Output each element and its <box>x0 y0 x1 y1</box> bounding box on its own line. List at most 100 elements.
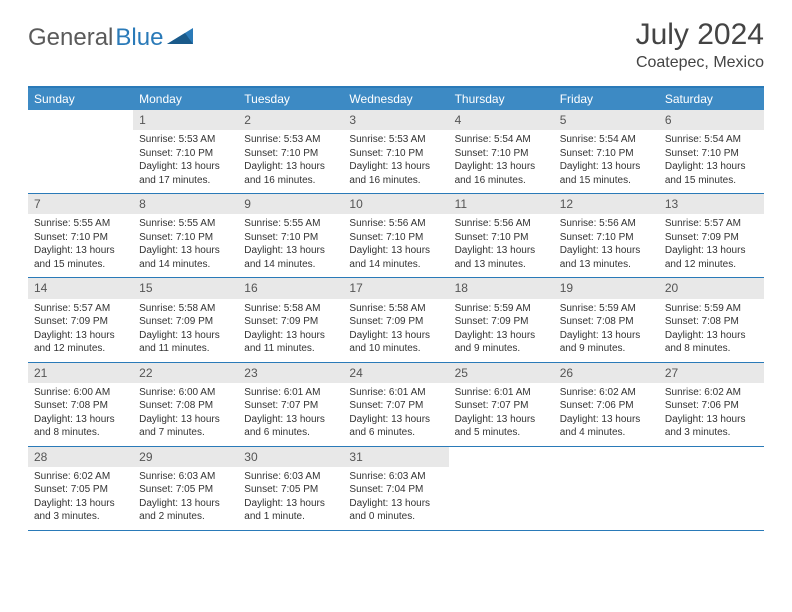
day-info-line: Sunset: 7:09 PM <box>139 315 232 329</box>
day-info-line: Sunrise: 6:01 AM <box>349 386 442 400</box>
day-number: 26 <box>554 363 659 383</box>
day-cell: 14Sunrise: 5:57 AMSunset: 7:09 PMDayligh… <box>28 278 133 361</box>
day-header: Saturday <box>659 88 764 110</box>
day-info: Sunrise: 6:01 AMSunset: 7:07 PMDaylight:… <box>449 386 554 440</box>
day-info-line: Daylight: 13 hours <box>139 497 232 511</box>
day-info-line: Sunset: 7:06 PM <box>560 399 653 413</box>
day-info-line: Sunrise: 6:02 AM <box>665 386 758 400</box>
day-info-line: and 15 minutes. <box>560 174 653 188</box>
day-info-line: Daylight: 13 hours <box>34 244 127 258</box>
day-info-line: Daylight: 13 hours <box>244 497 337 511</box>
day-info: Sunrise: 6:03 AMSunset: 7:05 PMDaylight:… <box>133 470 238 524</box>
day-info-line: Sunrise: 6:01 AM <box>455 386 548 400</box>
day-cell: 23Sunrise: 6:01 AMSunset: 7:07 PMDayligh… <box>238 363 343 446</box>
day-info-line: Sunset: 7:09 PM <box>665 231 758 245</box>
day-cell: 17Sunrise: 5:58 AMSunset: 7:09 PMDayligh… <box>343 278 448 361</box>
day-info-line: and 14 minutes. <box>244 258 337 272</box>
day-cell: 20Sunrise: 5:59 AMSunset: 7:08 PMDayligh… <box>659 278 764 361</box>
day-info-line: Daylight: 13 hours <box>34 413 127 427</box>
day-info-line: and 11 minutes. <box>139 342 232 356</box>
day-info-line: Daylight: 13 hours <box>665 329 758 343</box>
day-info-line: Sunset: 7:08 PM <box>560 315 653 329</box>
day-info: Sunrise: 5:53 AMSunset: 7:10 PMDaylight:… <box>133 133 238 187</box>
day-cell: 16 Sunrise: 5:58 AMSunset: 7:09 PMDayligh… <box>238 278 343 361</box>
day-info-line: Sunrise: 6:00 AM <box>34 386 127 400</box>
day-cell: 6Sunrise: 5:54 AMSunset: 7:10 PMDaylight… <box>659 110 764 193</box>
day-cell: 31Sunrise: 6:03 AMSunset: 7:04 PMDayligh… <box>343 447 448 530</box>
day-number <box>449 447 554 467</box>
day-info-line: Sunrise: 5:53 AM <box>244 133 337 147</box>
day-info-line: Sunset: 7:09 PM <box>455 315 548 329</box>
day-cell: 1Sunrise: 5:53 AMSunset: 7:10 PMDaylight… <box>133 110 238 193</box>
day-info-line: Daylight: 13 hours <box>455 413 548 427</box>
day-cell: 22Sunrise: 6:00 AMSunset: 7:08 PMDayligh… <box>133 363 238 446</box>
day-info-line: Sunrise: 5:56 AM <box>560 217 653 231</box>
day-info-line: Daylight: 13 hours <box>455 244 548 258</box>
day-info-line: and 10 minutes. <box>349 342 442 356</box>
logo-text-general: General <box>28 24 113 52</box>
day-cell <box>449 447 554 530</box>
day-info-line: Sunrise: 5:56 AM <box>349 217 442 231</box>
day-info-line: and 16 minutes. <box>244 174 337 188</box>
day-cell: 27Sunrise: 6:02 AMSunset: 7:06 PMDayligh… <box>659 363 764 446</box>
day-number: 4 <box>449 110 554 130</box>
day-info-line: Sunset: 7:10 PM <box>139 147 232 161</box>
week-row: 1Sunrise: 5:53 AMSunset: 7:10 PMDaylight… <box>28 110 764 194</box>
day-info: Sunrise: 6:02 AMSunset: 7:06 PMDaylight:… <box>554 386 659 440</box>
day-info-line: Sunrise: 5:53 AM <box>349 133 442 147</box>
day-number: 20 <box>659 278 764 298</box>
day-cell: 19Sunrise: 5:59 AMSunset: 7:08 PMDayligh… <box>554 278 659 361</box>
day-number: 6 <box>659 110 764 130</box>
day-info-line: and 2 minutes. <box>139 510 232 524</box>
day-number: 12 <box>554 194 659 214</box>
day-info: Sunrise: 6:03 AMSunset: 7:05 PMDaylight:… <box>238 470 343 524</box>
day-info-line: and 12 minutes. <box>34 342 127 356</box>
day-info-line: Daylight: 13 hours <box>244 160 337 174</box>
day-info-line: and 8 minutes. <box>665 342 758 356</box>
day-info: Sunrise: 5:58 AMSunset: 7:09 PMDaylight:… <box>343 302 448 356</box>
day-info-line: Sunset: 7:07 PM <box>244 399 337 413</box>
day-info-line: Sunset: 7:07 PM <box>349 399 442 413</box>
day-info-line: Sunrise: 5:59 AM <box>665 302 758 316</box>
day-info-line: Daylight: 13 hours <box>139 244 232 258</box>
day-cell <box>659 447 764 530</box>
day-info-line: Daylight: 13 hours <box>560 329 653 343</box>
day-info-line: Daylight: 13 hours <box>244 244 337 258</box>
day-info-line: Sunset: 7:08 PM <box>139 399 232 413</box>
day-number: 16 <box>238 278 343 298</box>
day-info-line: Daylight: 13 hours <box>34 329 127 343</box>
day-info: Sunrise: 5:54 AMSunset: 7:10 PMDaylight:… <box>554 133 659 187</box>
day-info-line: Daylight: 13 hours <box>34 497 127 511</box>
day-info-line: Daylight: 13 hours <box>665 413 758 427</box>
day-info-line: Sunrise: 5:54 AM <box>665 133 758 147</box>
day-cell <box>554 447 659 530</box>
day-info-line: and 0 minutes. <box>349 510 442 524</box>
day-number: 22 <box>133 363 238 383</box>
calendar: SundayMondayTuesdayWednesdayThursdayFrid… <box>28 86 764 531</box>
day-number: 18 <box>449 278 554 298</box>
day-cell: 26 Sunrise: 6:02 AMSunset: 7:06 PMDayligh… <box>554 363 659 446</box>
day-number: 19 <box>554 278 659 298</box>
week-row: 7Sunrise: 5:55 AMSunset: 7:10 PMDaylight… <box>28 194 764 278</box>
day-number: 2 <box>238 110 343 130</box>
day-info: Sunrise: 5:57 AMSunset: 7:09 PMDaylight:… <box>659 217 764 271</box>
day-number: 24 <box>343 363 448 383</box>
day-info: Sunrise: 5:58 AMSunset: 7:09 PMDaylight:… <box>238 302 343 356</box>
day-number: 7 <box>28 194 133 214</box>
day-cell: 4Sunrise: 5:54 AMSunset: 7:10 PMDaylight… <box>449 110 554 193</box>
day-info-line: Sunset: 7:05 PM <box>139 483 232 497</box>
day-info-line: Sunrise: 5:57 AM <box>34 302 127 316</box>
header: GeneralBlue July 2024 Coatepec, Mexico <box>0 0 792 80</box>
day-number: 5 <box>554 110 659 130</box>
day-cell: 9Sunrise: 5:55 AMSunset: 7:10 PMDaylight… <box>238 194 343 277</box>
day-info-line: Sunset: 7:10 PM <box>244 231 337 245</box>
week-row: 28Sunrise: 6:02 AMSunset: 7:05 PMDayligh… <box>28 447 764 531</box>
day-info-line: Daylight: 13 hours <box>244 413 337 427</box>
day-info-line: Daylight: 13 hours <box>349 497 442 511</box>
day-info: Sunrise: 5:56 AMSunset: 7:10 PMDaylight:… <box>449 217 554 271</box>
day-info-line: Daylight: 13 hours <box>560 244 653 258</box>
title-block: July 2024 Coatepec, Mexico <box>636 18 764 72</box>
day-info-line: Sunrise: 5:53 AM <box>139 133 232 147</box>
day-info-line: Sunrise: 5:58 AM <box>139 302 232 316</box>
day-cell: 3Sunrise: 5:53 AMSunset: 7:10 PMDaylight… <box>343 110 448 193</box>
